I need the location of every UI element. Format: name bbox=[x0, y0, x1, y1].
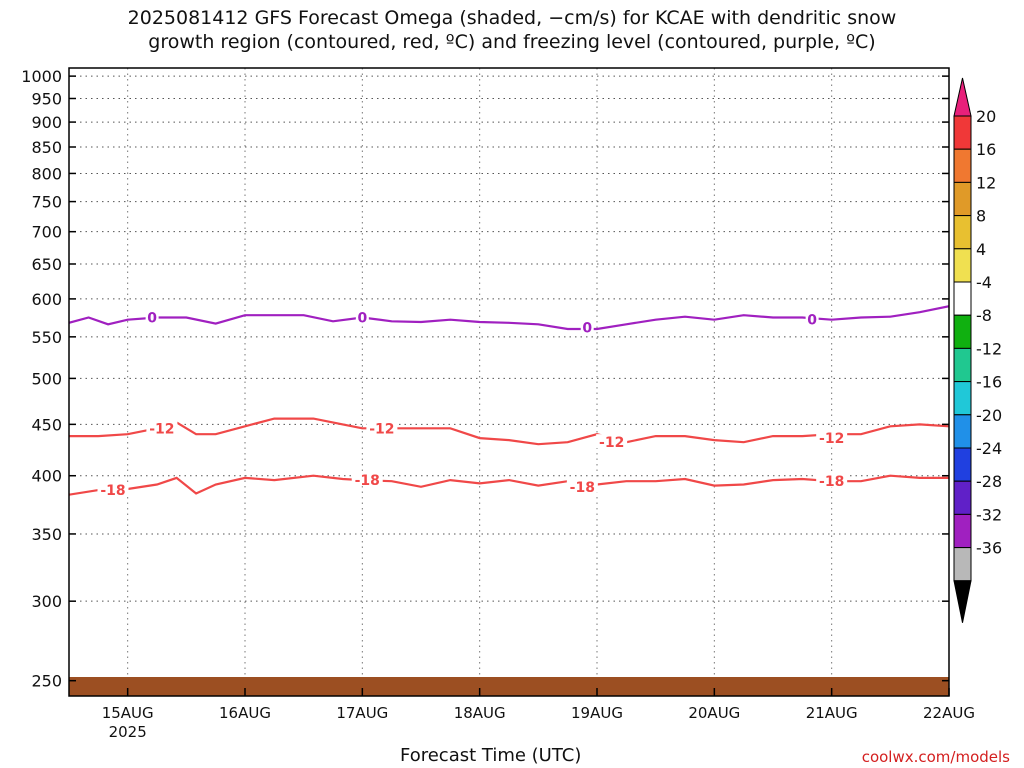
colorbar-label: 16 bbox=[976, 140, 996, 159]
contour-label-bg bbox=[97, 482, 129, 497]
contour-label: 0 bbox=[807, 313, 817, 329]
y-tick-label: 700 bbox=[31, 223, 62, 242]
contour-label-bg bbox=[580, 319, 594, 334]
contour-label: -18 bbox=[819, 474, 844, 490]
contour-label-bg bbox=[566, 478, 598, 493]
contours: -18 -18 -18 -18 -12 -12 -12 -12 0 0 0 0 bbox=[69, 305, 949, 499]
colorbar-swatch bbox=[953, 281, 972, 316]
plot-frame bbox=[68, 67, 950, 697]
colorbar-label: -12 bbox=[976, 339, 1002, 358]
contour-label-bg bbox=[351, 472, 383, 487]
contour-label-bg bbox=[816, 473, 848, 488]
colorbar-label: -36 bbox=[976, 539, 1002, 558]
y-tick-label: 400 bbox=[31, 467, 62, 486]
colorbar-label: -16 bbox=[976, 373, 1002, 392]
y-axis: 250 300 350 400 450 500 550 600 650 700 750 800 850 9… bbox=[21, 67, 949, 691]
y-tick-label: 800 bbox=[31, 164, 62, 183]
x-tick-label: 18AUG bbox=[454, 704, 506, 722]
contour-label-bg bbox=[146, 420, 178, 435]
colorbar-label: -28 bbox=[976, 472, 1002, 491]
contour-label-bg bbox=[145, 309, 159, 324]
y-tick-label: 1000 bbox=[21, 67, 62, 86]
colorbar-swatch bbox=[953, 215, 972, 250]
colorbar-label: 4 bbox=[976, 240, 986, 259]
colorbar-cap-bottom bbox=[953, 580, 972, 623]
y-tick-label: 500 bbox=[31, 369, 62, 388]
x-axis-label: Forecast Time (UTC) bbox=[400, 745, 582, 766]
contour-label-bg bbox=[366, 420, 398, 435]
colorbar-cap-top bbox=[953, 77, 972, 117]
colorbar: 20 16 12 8 4 -4 -8 -12 -16 -20 -24 -28 -32 -36 bbox=[953, 77, 1002, 623]
colorbar-swatch bbox=[953, 347, 972, 383]
colorbar-swatch bbox=[953, 181, 972, 217]
y-tick-label: 300 bbox=[31, 592, 62, 611]
colorbar-label: -24 bbox=[976, 439, 1002, 458]
contour-line bbox=[69, 417, 949, 446]
contour-label-bg bbox=[596, 434, 628, 449]
ground-strip bbox=[69, 677, 949, 696]
x-tick-label: 21AUG bbox=[806, 704, 858, 722]
colorbar-label: -8 bbox=[976, 306, 992, 325]
contour-label-bg bbox=[805, 311, 819, 326]
x-tick-label: 17AUG bbox=[336, 704, 388, 722]
contour-label: 0 bbox=[582, 320, 592, 336]
colorbar-swatch bbox=[953, 115, 972, 150]
contour-label: -18 bbox=[570, 480, 595, 496]
contour-label: -12 bbox=[599, 435, 624, 451]
contour-label: -12 bbox=[369, 421, 394, 437]
colorbar-swatch bbox=[953, 547, 972, 582]
contour-label: -12 bbox=[149, 421, 174, 437]
colorbar-swatch bbox=[953, 513, 972, 549]
y-tick-label: 900 bbox=[31, 113, 62, 132]
grid bbox=[69, 68, 950, 696]
x-year-label: 2025 bbox=[109, 723, 147, 741]
colorbar-swatch bbox=[953, 248, 972, 283]
colorbar-swatch bbox=[953, 314, 972, 349]
colorbar-swatch bbox=[953, 148, 972, 183]
contour-label: 0 bbox=[147, 310, 157, 326]
colorbar-label: -4 bbox=[976, 273, 992, 292]
colorbar-label: 20 bbox=[976, 107, 996, 126]
contour-label: -12 bbox=[819, 431, 844, 447]
colorbar-label: -32 bbox=[976, 505, 1002, 524]
y-tick-label: 450 bbox=[31, 415, 62, 434]
colorbar-swatch bbox=[953, 414, 972, 449]
contour-line bbox=[69, 305, 949, 331]
chart-title: 2025081412 GFS Forecast Omega (shaded, −… bbox=[127, 7, 897, 53]
y-tick-label: 600 bbox=[31, 290, 62, 309]
x-tick-label: 20AUG bbox=[688, 704, 740, 722]
colorbar-swatch bbox=[953, 381, 972, 416]
x-tick-label: 15AUG bbox=[102, 704, 154, 722]
x-tick-label: 16AUG bbox=[219, 704, 271, 722]
colorbar-label: 8 bbox=[976, 207, 986, 226]
contour-label-bg bbox=[355, 309, 369, 324]
contour-label: 0 bbox=[357, 310, 367, 326]
y-tick-label: 850 bbox=[31, 138, 62, 157]
y-tick-label: 950 bbox=[31, 89, 62, 108]
y-tick-label: 250 bbox=[31, 672, 62, 691]
colorbar-swatch bbox=[953, 480, 972, 515]
plot-background bbox=[69, 68, 949, 696]
colorbar-swatch bbox=[953, 447, 972, 482]
y-tick-label: 550 bbox=[31, 328, 62, 347]
colorbar-label: -20 bbox=[976, 406, 1002, 425]
contour-label: -18 bbox=[355, 473, 380, 489]
x-tick-label: 19AUG bbox=[571, 704, 623, 722]
colorbar-label: 12 bbox=[976, 173, 996, 192]
x-tick-label: 22AUG bbox=[923, 704, 975, 722]
y-tick-label: 350 bbox=[31, 525, 62, 544]
y-tick-label: 750 bbox=[31, 193, 62, 212]
credit-link[interactable]: coolwx.com/models bbox=[861, 748, 1010, 766]
contour-label: -18 bbox=[100, 483, 125, 499]
contour-label-bg bbox=[816, 430, 848, 445]
contour-line bbox=[69, 474, 949, 496]
y-tick-label: 650 bbox=[31, 255, 62, 274]
